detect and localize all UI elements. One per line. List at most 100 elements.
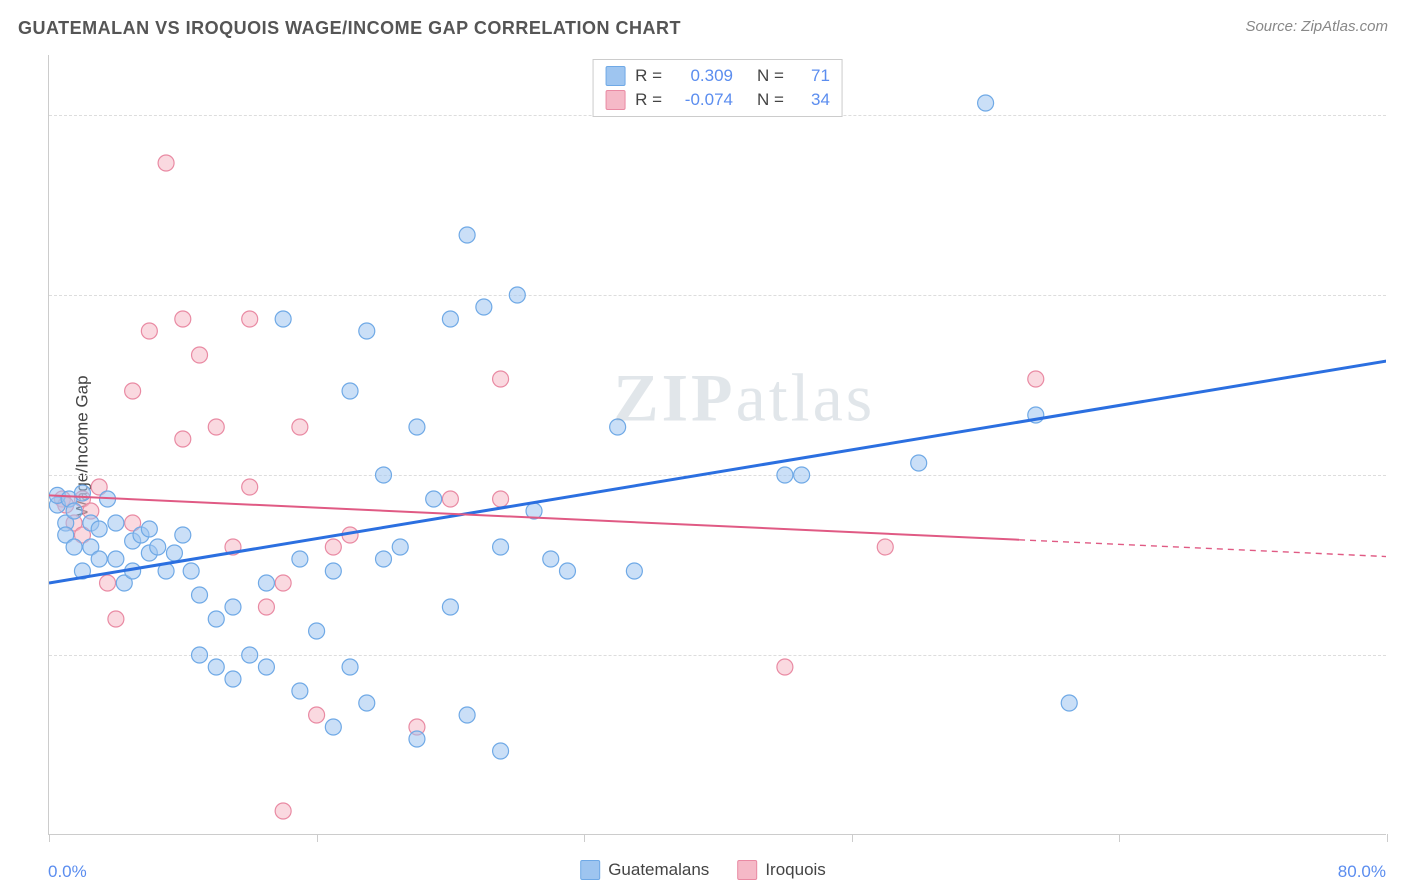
scatter-point-iroquois — [493, 491, 509, 507]
scatter-point-guatemalans — [74, 563, 90, 579]
scatter-point-guatemalans — [141, 521, 157, 537]
scatter-point-guatemalans — [376, 551, 392, 567]
scatter-point-guatemalans — [978, 95, 994, 111]
scatter-point-iroquois — [175, 311, 191, 327]
legend-row-iroquois: R = -0.074 N = 34 — [605, 88, 830, 112]
scatter-point-iroquois — [275, 803, 291, 819]
scatter-point-iroquois — [493, 371, 509, 387]
n-label: N = — [757, 90, 784, 110]
scatter-point-guatemalans — [610, 419, 626, 435]
scatter-point-guatemalans — [509, 287, 525, 303]
chart-title: GUATEMALAN VS IROQUOIS WAGE/INCOME GAP C… — [18, 18, 681, 39]
scatter-point-iroquois — [208, 419, 224, 435]
scatter-point-iroquois — [158, 155, 174, 171]
scatter-point-guatemalans — [100, 491, 116, 507]
scatter-point-iroquois — [192, 347, 208, 363]
x-tick — [49, 834, 50, 842]
r-value-guatemalans: 0.309 — [678, 66, 733, 86]
scatter-point-guatemalans — [442, 311, 458, 327]
scatter-point-guatemalans — [150, 539, 166, 555]
scatter-point-guatemalans — [258, 575, 274, 591]
n-label: N = — [757, 66, 784, 86]
scatter-point-iroquois — [108, 611, 124, 627]
scatter-point-guatemalans — [476, 299, 492, 315]
scatter-point-iroquois — [242, 479, 258, 495]
scatter-point-guatemalans — [175, 527, 191, 543]
legend-label-iroquois: Iroquois — [765, 860, 825, 880]
scatter-point-guatemalans — [292, 551, 308, 567]
scatter-point-iroquois — [225, 539, 241, 555]
scatter-point-guatemalans — [626, 563, 642, 579]
scatter-point-guatemalans — [325, 719, 341, 735]
r-label: R = — [635, 66, 662, 86]
scatter-point-guatemalans — [192, 647, 208, 663]
x-tick — [1119, 834, 1120, 842]
y-tick-label: 30.0% — [1396, 465, 1406, 485]
swatch-iroquois-icon — [737, 860, 757, 880]
scatter-point-guatemalans — [1028, 407, 1044, 423]
scatter-point-guatemalans — [66, 539, 82, 555]
x-axis-max-label: 80.0% — [1338, 862, 1386, 882]
scatter-point-iroquois — [258, 599, 274, 615]
scatter-point-guatemalans — [359, 323, 375, 339]
scatter-point-guatemalans — [91, 521, 107, 537]
plot-area: R = 0.309 N = 71 R = -0.074 N = 34 ZIPat… — [48, 55, 1386, 835]
scatter-point-iroquois — [175, 431, 191, 447]
scatter-point-guatemalans — [459, 227, 475, 243]
scatter-point-iroquois — [275, 575, 291, 591]
n-value-guatemalans: 71 — [800, 66, 830, 86]
scatter-point-guatemalans — [108, 551, 124, 567]
x-tick — [852, 834, 853, 842]
series-legend: Guatemalans Iroquois — [580, 860, 826, 880]
scatter-point-guatemalans — [66, 503, 82, 519]
scatter-point-guatemalans — [794, 467, 810, 483]
x-tick — [584, 834, 585, 842]
swatch-guatemalans-icon — [580, 860, 600, 880]
y-tick-label: 45.0% — [1396, 285, 1406, 305]
scatter-point-guatemalans — [309, 623, 325, 639]
scatter-point-guatemalans — [183, 563, 199, 579]
swatch-iroquois-icon — [605, 90, 625, 110]
y-tick-label: 15.0% — [1396, 645, 1406, 665]
scatter-point-guatemalans — [376, 467, 392, 483]
scatter-point-guatemalans — [225, 599, 241, 615]
scatter-point-guatemalans — [242, 647, 258, 663]
scatter-point-guatemalans — [493, 539, 509, 555]
r-label: R = — [635, 90, 662, 110]
scatter-point-guatemalans — [911, 455, 927, 471]
scatter-point-iroquois — [777, 659, 793, 675]
scatter-point-iroquois — [1028, 371, 1044, 387]
scatter-point-guatemalans — [392, 539, 408, 555]
x-axis-min-label: 0.0% — [48, 862, 87, 882]
scatter-point-guatemalans — [292, 683, 308, 699]
legend-item-guatemalans: Guatemalans — [580, 860, 709, 880]
scatter-point-guatemalans — [493, 743, 509, 759]
scatter-point-guatemalans — [91, 551, 107, 567]
scatter-point-guatemalans — [158, 563, 174, 579]
y-tick-label: 60.0% — [1396, 105, 1406, 125]
scatter-points-layer — [49, 55, 1386, 834]
scatter-point-iroquois — [442, 491, 458, 507]
scatter-point-guatemalans — [74, 485, 90, 501]
scatter-point-guatemalans — [777, 467, 793, 483]
scatter-point-guatemalans — [1061, 695, 1077, 711]
scatter-point-iroquois — [325, 539, 341, 555]
scatter-point-iroquois — [141, 323, 157, 339]
scatter-point-guatemalans — [459, 707, 475, 723]
scatter-point-iroquois — [342, 527, 358, 543]
x-tick — [317, 834, 318, 842]
scatter-point-guatemalans — [342, 383, 358, 399]
x-tick — [1387, 834, 1388, 842]
scatter-point-iroquois — [292, 419, 308, 435]
swatch-guatemalans-icon — [605, 66, 625, 86]
scatter-point-guatemalans — [342, 659, 358, 675]
scatter-point-guatemalans — [442, 599, 458, 615]
correlation-legend: R = 0.309 N = 71 R = -0.074 N = 34 — [592, 59, 843, 117]
scatter-point-iroquois — [877, 539, 893, 555]
legend-row-guatemalans: R = 0.309 N = 71 — [605, 64, 830, 88]
scatter-point-guatemalans — [108, 515, 124, 531]
scatter-point-guatemalans — [192, 587, 208, 603]
scatter-point-guatemalans — [559, 563, 575, 579]
scatter-point-guatemalans — [526, 503, 542, 519]
scatter-point-iroquois — [242, 311, 258, 327]
